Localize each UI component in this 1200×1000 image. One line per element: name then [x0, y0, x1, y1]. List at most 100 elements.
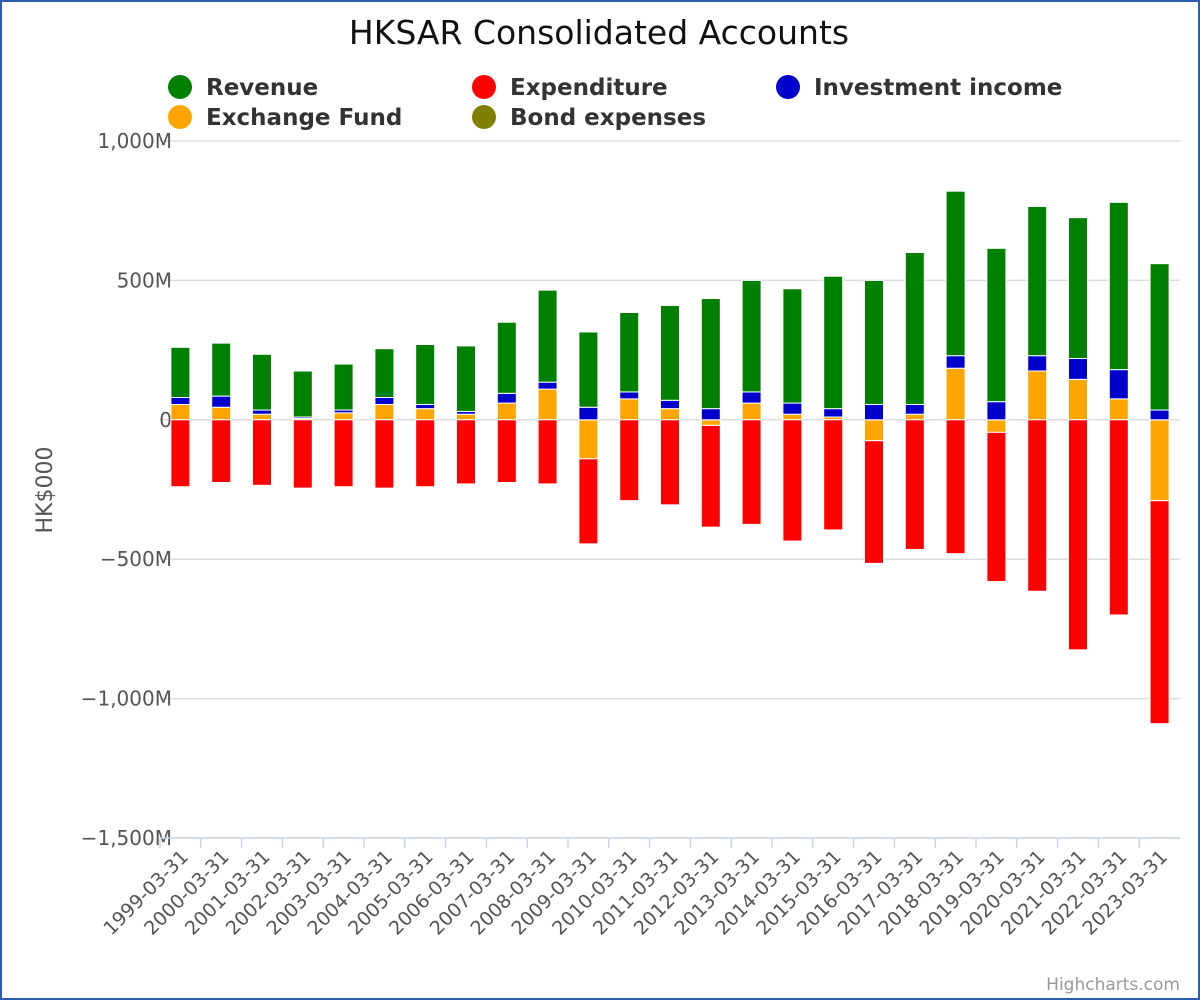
bar-expenditure[interactable]: [660, 419, 680, 506]
bar-exchange-fund[interactable]: [333, 412, 354, 421]
bar-investment-income[interactable]: [578, 406, 599, 421]
bar-exchange-fund[interactable]: [986, 419, 1007, 433]
bar-expenditure[interactable]: [823, 419, 844, 531]
bar-investment-income[interactable]: [864, 403, 884, 421]
bar-expenditure[interactable]: [864, 440, 884, 564]
bar-revenue[interactable]: [1068, 217, 1088, 359]
bar-exchange-fund[interactable]: [1108, 398, 1129, 421]
bar-expenditure[interactable]: [1108, 419, 1129, 616]
bar-exchange-fund[interactable]: [904, 413, 925, 421]
bar-revenue[interactable]: [904, 252, 925, 405]
bar-exchange-fund[interactable]: [619, 398, 640, 421]
bar-revenue[interactable]: [864, 279, 884, 405]
bar-exchange-fund[interactable]: [945, 367, 966, 421]
bar-expenditure[interactable]: [170, 419, 191, 488]
bar-revenue[interactable]: [170, 346, 191, 398]
bar-revenue[interactable]: [415, 344, 436, 405]
credit-link[interactable]: Highcharts.com: [1046, 975, 1180, 995]
bar-expenditure[interactable]: [904, 419, 925, 550]
bar-revenue[interactable]: [211, 342, 232, 397]
bar-exchange-fund[interactable]: [578, 419, 599, 460]
bar-expenditure[interactable]: [537, 419, 558, 485]
bar-expenditure[interactable]: [292, 419, 313, 489]
bar-expenditure[interactable]: [1149, 500, 1170, 725]
bar-expenditure[interactable]: [1068, 419, 1088, 651]
bar-investment-income[interactable]: [904, 403, 925, 415]
bar-revenue[interactable]: [333, 363, 354, 411]
bar-revenue[interactable]: [823, 275, 844, 410]
bar-revenue[interactable]: [252, 353, 272, 411]
bar-expenditure[interactable]: [211, 419, 232, 484]
bar-investment-income[interactable]: [823, 408, 844, 418]
bar-expenditure[interactable]: [578, 458, 599, 545]
legend-investment-income[interactable]: Investment income: [814, 75, 1062, 101]
bar-investment-income[interactable]: [415, 403, 436, 410]
bar-exchange-fund[interactable]: [1149, 419, 1170, 502]
legend-bond-expenses[interactable]: Bond expenses: [510, 105, 706, 131]
bar-expenditure[interactable]: [252, 419, 272, 486]
bar-revenue[interactable]: [782, 288, 803, 404]
bar-expenditure[interactable]: [619, 419, 640, 502]
bar-exchange-fund[interactable]: [252, 413, 272, 421]
bar-revenue[interactable]: [700, 298, 721, 410]
bar-exchange-fund[interactable]: [1068, 378, 1088, 421]
bar-expenditure[interactable]: [700, 424, 721, 528]
bar-exchange-fund[interactable]: [170, 403, 191, 421]
bar-exchange-fund[interactable]: [374, 403, 395, 421]
bar-investment-income[interactable]: [782, 402, 803, 415]
bar-investment-income[interactable]: [537, 381, 558, 390]
bar-investment-income[interactable]: [374, 396, 395, 405]
bar-expenditure[interactable]: [1027, 419, 1048, 592]
bar-exchange-fund[interactable]: [496, 402, 517, 421]
legend-expenditure[interactable]: Expenditure: [510, 75, 668, 101]
bar-revenue[interactable]: [496, 321, 517, 394]
bar-exchange-fund[interactable]: [537, 388, 558, 421]
bar-exchange-fund[interactable]: [1027, 370, 1048, 421]
legend-revenue[interactable]: Revenue: [206, 75, 318, 101]
bar-investment-income[interactable]: [170, 396, 191, 405]
bar-investment-income[interactable]: [1027, 355, 1048, 372]
bar-revenue[interactable]: [1108, 201, 1129, 371]
bar-revenue[interactable]: [1149, 263, 1170, 411]
bar-exchange-fund[interactable]: [660, 408, 680, 421]
bar-investment-income[interactable]: [619, 391, 640, 400]
bar-revenue[interactable]: [986, 247, 1007, 403]
bar-investment-income[interactable]: [1149, 409, 1170, 421]
bar-expenditure[interactable]: [945, 419, 966, 555]
bar-investment-income[interactable]: [700, 408, 721, 421]
bar-exchange-fund[interactable]: [741, 402, 762, 421]
bar-expenditure[interactable]: [415, 419, 436, 488]
bar-investment-income[interactable]: [741, 391, 762, 404]
bar-exchange-fund[interactable]: [700, 419, 721, 426]
bar-exchange-fund[interactable]: [864, 419, 884, 442]
bar-revenue[interactable]: [945, 190, 966, 357]
bar-revenue[interactable]: [374, 348, 395, 398]
bar-revenue[interactable]: [292, 370, 313, 418]
bar-investment-income[interactable]: [660, 399, 680, 410]
bar-revenue[interactable]: [660, 304, 680, 401]
legend-exchange-fund[interactable]: Exchange Fund: [206, 105, 402, 131]
bar-expenditure[interactable]: [496, 419, 517, 484]
bar-expenditure[interactable]: [782, 419, 803, 542]
bar-revenue[interactable]: [741, 279, 762, 393]
bar-investment-income[interactable]: [211, 395, 232, 408]
bar-investment-income[interactable]: [252, 409, 272, 415]
bar-expenditure[interactable]: [741, 419, 762, 525]
bar-revenue[interactable]: [537, 289, 558, 383]
bar-investment-income[interactable]: [945, 355, 966, 369]
bar-revenue[interactable]: [1027, 206, 1048, 357]
bar-exchange-fund[interactable]: [782, 413, 803, 421]
bar-investment-income[interactable]: [496, 392, 517, 404]
bar-investment-income[interactable]: [1108, 369, 1129, 400]
bar-expenditure[interactable]: [456, 419, 476, 485]
bar-expenditure[interactable]: [986, 431, 1007, 583]
bar-exchange-fund[interactable]: [211, 406, 232, 421]
bar-expenditure[interactable]: [374, 419, 395, 489]
bar-expenditure[interactable]: [333, 419, 354, 488]
bar-investment-income[interactable]: [986, 401, 1007, 421]
bar-investment-income[interactable]: [1068, 357, 1088, 380]
bar-revenue[interactable]: [578, 331, 599, 408]
bar-exchange-fund[interactable]: [456, 413, 476, 421]
bar-revenue[interactable]: [619, 311, 640, 393]
bar-revenue[interactable]: [456, 345, 476, 412]
